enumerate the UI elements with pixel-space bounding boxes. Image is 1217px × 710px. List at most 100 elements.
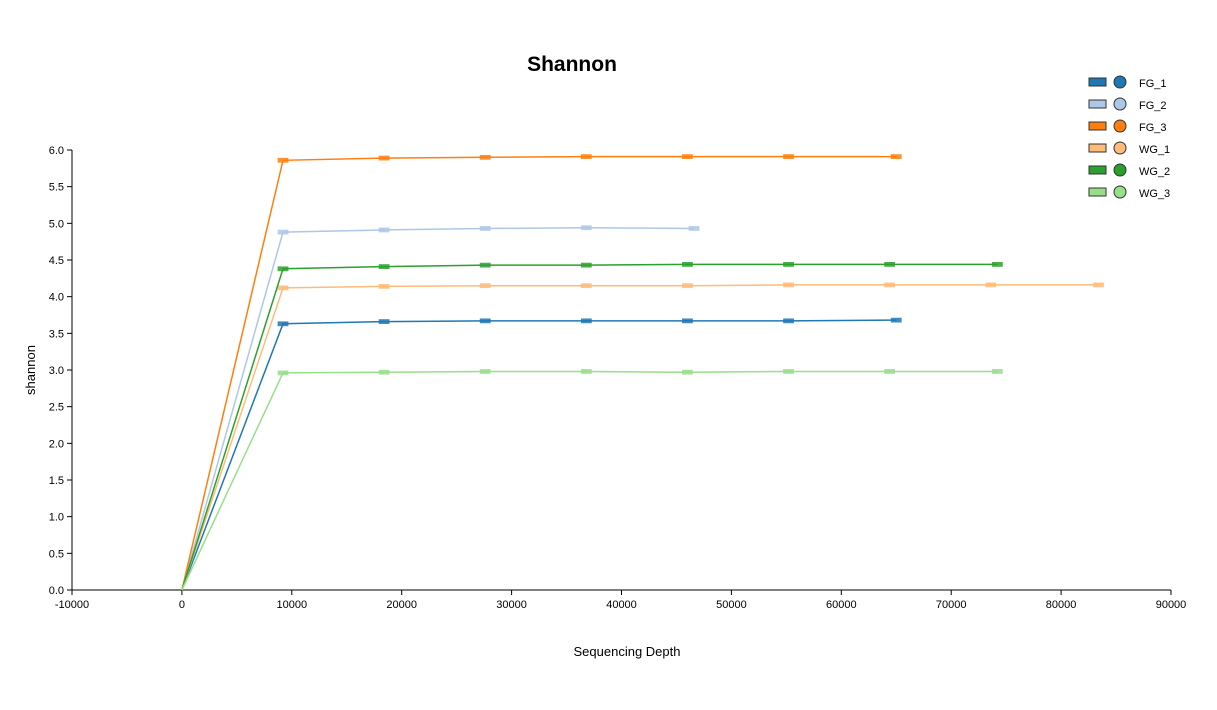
x-tick-label: 0 [179, 599, 185, 611]
data-point [688, 226, 700, 231]
series-line [181, 155, 897, 591]
data-point [783, 261, 794, 267]
legend-label: WG_3 [1139, 188, 1170, 200]
legend-marker-icon [1113, 163, 1127, 177]
y-tick-label: 1.0 [49, 512, 64, 524]
legend-item: FG_1 [1088, 75, 1167, 90]
series-fg-1 [181, 317, 902, 591]
legend-marker-icon [1113, 75, 1127, 89]
data-point [682, 261, 693, 267]
data-point [890, 317, 902, 323]
legend-swatch [1088, 99, 1107, 109]
data-point [580, 154, 592, 160]
legend-swatch [1088, 77, 1107, 87]
legend-marker-icon [1113, 119, 1127, 133]
axes: -10000 0 10000 20000 30000 40000 50000 60000 700… [49, 145, 1187, 611]
data-point [1093, 282, 1104, 288]
y-tick-label: 0.0 [49, 585, 64, 597]
legend-swatch [1088, 187, 1107, 197]
data-point [884, 282, 896, 288]
data-point [884, 261, 896, 267]
series-wg-3 [181, 369, 1003, 591]
data-point [479, 154, 491, 160]
x-tick-label: 60000 [826, 599, 857, 611]
legend-marker-icon [1113, 97, 1127, 111]
x-tick-label: -10000 [55, 599, 89, 611]
series-wg-2 [181, 261, 1003, 591]
y-tick-label: 2.5 [49, 402, 64, 414]
data-point [682, 154, 693, 160]
series-wg-1 [181, 282, 1104, 591]
data-point [277, 229, 289, 235]
legend-marker-icon [1113, 141, 1127, 155]
data-point [682, 318, 693, 324]
data-point [479, 262, 491, 268]
x-tick-label: 10000 [277, 599, 308, 611]
y-tick-label: 1.5 [49, 475, 64, 487]
y-tick-label: 2.0 [49, 438, 64, 450]
series-line [181, 284, 1099, 591]
data-point [378, 264, 390, 270]
series-line [181, 263, 998, 591]
data-point [884, 369, 896, 374]
data-point [580, 262, 592, 268]
data-point [682, 369, 693, 375]
data-point [479, 369, 491, 374]
x-tick-label: 40000 [606, 599, 637, 611]
data-point [682, 283, 693, 289]
y-tick-label: 5.0 [49, 218, 64, 230]
data-point [378, 369, 390, 375]
legend-swatch [1088, 121, 1107, 131]
data-point [277, 370, 289, 376]
data-point [783, 369, 794, 374]
y-tick-label: 6.0 [49, 145, 64, 157]
series-fg-3 [181, 154, 902, 591]
series-line [181, 370, 998, 591]
data-point [378, 319, 390, 325]
data-point [783, 154, 794, 160]
x-axis-label: Sequencing Depth [574, 644, 681, 659]
legend-label: WG_2 [1139, 166, 1170, 178]
legend-item: FG_3 [1088, 119, 1167, 134]
legend-label: FG_2 [1139, 100, 1167, 112]
data-point [783, 282, 794, 288]
data-point [479, 318, 491, 324]
x-tick-label: 70000 [936, 599, 967, 611]
x-tick-label: 30000 [496, 599, 527, 611]
series-fg-2 [181, 225, 700, 591]
legend-item: FG_2 [1088, 97, 1167, 112]
data-point [580, 283, 592, 289]
data-point [277, 321, 289, 327]
y-tick-label: 3.0 [49, 365, 64, 377]
legend-swatch [1088, 143, 1107, 153]
data-point [277, 285, 289, 291]
legend-label: FG_3 [1139, 122, 1167, 134]
legend-item: WG_2 [1088, 163, 1170, 178]
y-tick-label: 4.0 [49, 292, 64, 304]
data-point [890, 154, 902, 160]
data-point [378, 283, 390, 289]
y-tick-label: 5.5 [49, 182, 64, 194]
data-point [783, 318, 794, 324]
x-tick-label: 50000 [716, 599, 747, 611]
y-tick-label: 3.5 [49, 328, 64, 340]
y-tick-label: 4.5 [49, 255, 64, 267]
series-line [181, 319, 897, 591]
x-tick-label: 20000 [386, 599, 417, 611]
data-point [378, 155, 390, 161]
data-point [991, 261, 1003, 267]
data-point [991, 369, 1003, 374]
legend-label: FG_1 [1139, 78, 1167, 90]
data-point [580, 369, 592, 374]
data-point [580, 225, 592, 231]
data-point [479, 226, 491, 231]
data-point [277, 266, 289, 272]
chart-title: Shannon [527, 53, 617, 76]
series-layer [181, 154, 1104, 591]
data-point [985, 282, 997, 288]
legend-item: WG_3 [1088, 185, 1170, 200]
series-line [181, 226, 695, 591]
legend: FG_1 FG_2 FG_3 WG_1 WG_2 WG_3 [1088, 75, 1170, 200]
legend-swatch [1088, 165, 1107, 175]
